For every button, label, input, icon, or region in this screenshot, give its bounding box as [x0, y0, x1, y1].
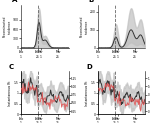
Bar	[62, 47, 63, 48]
Bar	[33, 47, 34, 48]
Bar	[48, 44, 49, 48]
Y-axis label: Instantaneous Rt: Instantaneous Rt	[8, 80, 12, 106]
Bar	[40, 30, 41, 48]
Bar	[28, 47, 29, 48]
Bar	[63, 47, 64, 48]
Y-axis label: Instantaneous Rt: Instantaneous Rt	[85, 80, 89, 106]
Bar	[29, 47, 30, 48]
Bar	[128, 36, 129, 48]
Bar	[23, 47, 24, 48]
Bar	[38, 27, 39, 48]
Bar	[129, 32, 130, 48]
Bar	[130, 32, 131, 48]
Bar	[64, 47, 65, 48]
Bar	[134, 36, 135, 48]
Bar	[56, 47, 57, 48]
Bar	[118, 43, 119, 48]
Bar	[105, 47, 106, 48]
Y-axis label: Reconstructed
incidence: Reconstructed incidence	[80, 16, 88, 37]
Bar	[144, 44, 145, 48]
Bar	[140, 36, 141, 48]
Bar	[41, 39, 42, 48]
Bar	[141, 37, 142, 48]
Bar	[50, 46, 51, 48]
Bar	[131, 31, 132, 48]
Y-axis label: Reconstructed
incidence: Reconstructed incidence	[3, 16, 11, 37]
Bar	[139, 37, 140, 48]
Bar	[112, 45, 113, 48]
Text: A: A	[12, 0, 17, 3]
Bar	[116, 38, 117, 48]
Bar	[113, 44, 114, 48]
Bar	[110, 47, 111, 48]
Bar	[122, 47, 123, 48]
Bar	[115, 38, 116, 48]
Bar	[43, 40, 44, 48]
Bar	[111, 46, 112, 48]
Text: D: D	[86, 64, 92, 70]
Bar	[52, 47, 53, 48]
Bar	[120, 46, 121, 48]
Bar	[142, 39, 143, 48]
Text: B: B	[88, 0, 94, 3]
Bar	[126, 41, 127, 48]
Bar	[145, 45, 146, 48]
Bar	[99, 47, 100, 48]
Bar	[66, 47, 67, 48]
Bar	[24, 47, 25, 48]
Bar	[121, 47, 122, 48]
Bar	[133, 33, 134, 48]
Bar	[107, 47, 108, 48]
Bar	[22, 47, 23, 48]
Bar	[108, 47, 109, 48]
Bar	[44, 41, 45, 48]
Bar	[49, 45, 50, 48]
Bar	[57, 47, 58, 48]
Bar	[124, 44, 125, 48]
Bar	[46, 41, 47, 48]
Bar	[25, 47, 26, 48]
Bar	[132, 32, 133, 48]
Bar	[51, 47, 52, 48]
Bar	[47, 43, 48, 48]
Bar	[53, 47, 54, 48]
Bar	[137, 38, 138, 48]
Bar	[37, 31, 38, 48]
Bar	[114, 40, 115, 48]
Bar	[123, 46, 124, 48]
Text: C: C	[9, 64, 14, 70]
Bar	[119, 45, 120, 48]
Bar	[136, 39, 137, 48]
Bar	[34, 45, 35, 48]
Bar	[117, 40, 118, 48]
Bar	[42, 41, 43, 48]
Bar	[125, 42, 126, 48]
Bar	[55, 47, 56, 48]
Bar	[127, 37, 128, 48]
Bar	[39, 27, 40, 48]
Bar	[45, 41, 46, 48]
Bar	[143, 41, 144, 48]
Bar	[102, 47, 103, 48]
Bar	[138, 38, 139, 48]
Bar	[135, 39, 136, 48]
Bar	[101, 47, 102, 48]
Bar	[35, 45, 36, 48]
Bar	[36, 37, 37, 48]
